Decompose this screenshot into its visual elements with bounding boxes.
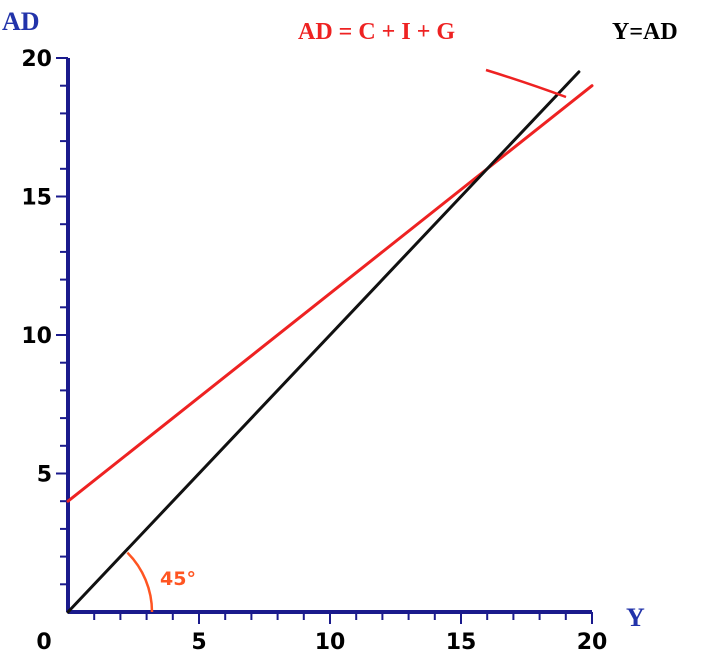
- x-tick-label: 20: [577, 630, 608, 655]
- ad-line: [66, 84, 594, 503]
- x-axis-title: Y: [626, 603, 645, 632]
- y-tick-label: 15: [21, 186, 52, 211]
- angle-label: 45°: [160, 568, 196, 590]
- ad-label-leader: [485, 68, 567, 99]
- plot-area: 0 5 10 15 20 5 10 15 20 AD Y 45° AD = C + I + G Y=AD: [2, 7, 678, 655]
- y-axis-title: AD: [2, 7, 40, 36]
- angle-arc: [126, 551, 154, 613]
- x-tick-label: 10: [315, 630, 346, 655]
- y-tick-label: 20: [21, 47, 52, 72]
- x-tick-label: 5: [191, 630, 206, 655]
- y-tick-label: 10: [21, 324, 52, 349]
- y-equals-ad-label: Y=AD: [612, 19, 678, 45]
- x-tick-label: 15: [446, 630, 477, 655]
- y-equals-ad-line: [66, 70, 581, 614]
- ad-line-label: AD = C + I + G: [298, 19, 455, 45]
- x-tick-label: 0: [36, 630, 51, 655]
- y-tick-label: 5: [37, 463, 52, 488]
